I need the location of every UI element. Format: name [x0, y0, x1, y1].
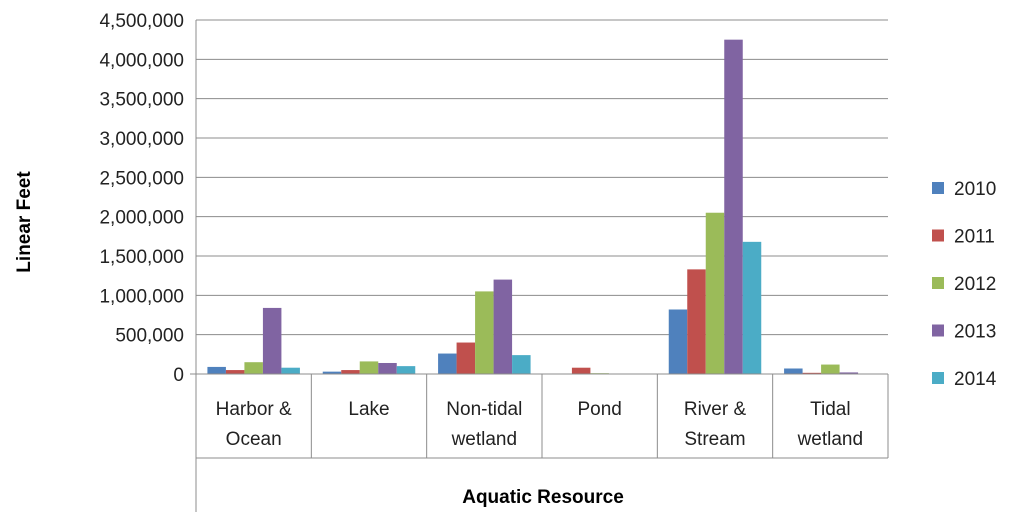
y-tick-label: 2,500,000: [99, 168, 184, 189]
bar: [322, 371, 342, 374]
bars: [207, 39, 877, 375]
category-label: Stream: [684, 429, 745, 450]
bar: [839, 372, 859, 374]
bar: [475, 291, 494, 374]
y-axis-title: Linear Feet: [14, 171, 35, 273]
y-tick-labels: 0 500,000 1,000,000 1,500,000 2,000,000 2,500…: [99, 11, 184, 386]
legend-swatch: [932, 277, 944, 289]
bar: [821, 364, 840, 374]
y-tick-label: 0: [173, 365, 184, 386]
legend-swatch: [932, 182, 944, 194]
bar: [802, 372, 822, 374]
axes: [190, 20, 889, 512]
y-tick-label: 4,000,000: [99, 50, 184, 71]
bar: [742, 241, 762, 374]
bar: [207, 366, 226, 374]
bar: [493, 279, 513, 374]
y-tick-label: 1,000,000: [99, 286, 184, 307]
bar: [396, 366, 416, 374]
legend-label: 2013: [954, 322, 996, 343]
bar: [341, 370, 360, 374]
legend-swatch: [932, 324, 944, 337]
bar: [262, 307, 282, 374]
bar: [512, 355, 531, 374]
y-tick-label: 1,500,000: [99, 247, 184, 268]
bar: [456, 342, 476, 374]
bar: [438, 353, 457, 374]
category-label: Pond: [577, 399, 621, 420]
gridlines: [196, 19, 888, 336]
category-label: wetland: [797, 429, 864, 450]
y-tick-label: 3,500,000: [99, 90, 184, 111]
category-label: River &: [684, 399, 747, 420]
bar: [705, 212, 725, 374]
category-label: Non-tidal: [446, 399, 522, 420]
category-label: Ocean: [226, 429, 282, 450]
y-tick-label: 3,000,000: [99, 129, 184, 150]
bar: [784, 368, 803, 374]
bar: [724, 39, 743, 375]
bar: [378, 362, 397, 374]
bar: [244, 362, 263, 374]
category-label: Harbor &: [216, 399, 292, 420]
y-tick-label: 4,500,000: [99, 11, 184, 32]
legend-swatch: [932, 372, 944, 384]
legend-label: 2014: [954, 369, 997, 390]
x-axis-title: Aquatic Resource: [462, 487, 624, 508]
bar: [571, 367, 591, 374]
category-labels: Harbor & Ocean Lake Non-tidal wetland Pond Riv…: [216, 399, 863, 450]
bar: [281, 367, 300, 374]
legend-label: 2012: [954, 274, 996, 295]
category-label: wetland: [451, 429, 518, 450]
y-tick-label: 500,000: [115, 326, 184, 347]
bar: [668, 309, 688, 374]
bar: [687, 269, 706, 374]
category-label: Lake: [348, 399, 389, 420]
bar: [225, 370, 245, 374]
legend: 2010 2011 2012 2013 2014: [932, 179, 997, 390]
legend-swatch: [932, 229, 944, 242]
y-tick-label: 2,000,000: [99, 208, 184, 229]
category-label: Tidal: [810, 399, 850, 420]
legend-label: 2011: [954, 227, 995, 248]
bar: [359, 361, 379, 374]
legend-label: 2010: [954, 179, 996, 200]
